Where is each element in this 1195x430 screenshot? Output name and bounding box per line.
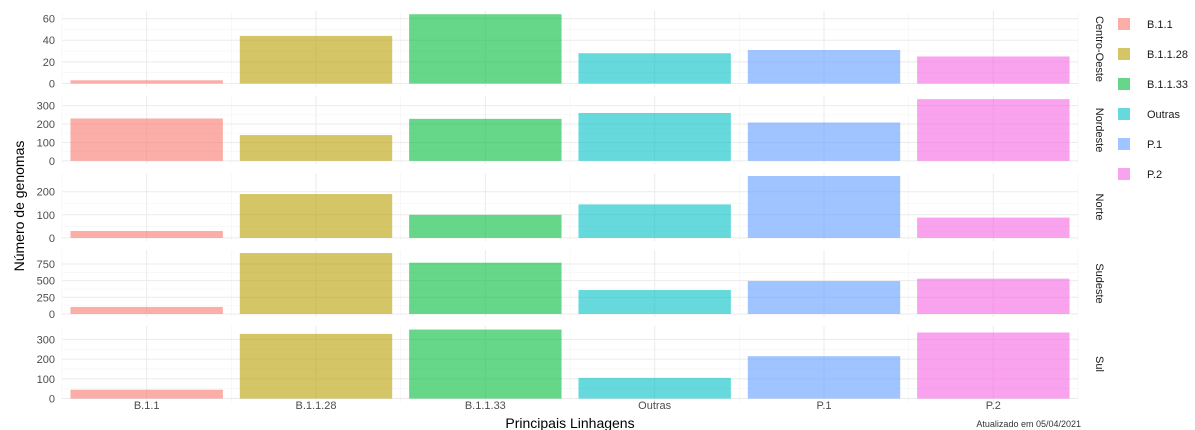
bar [747, 49, 901, 84]
legend-item: P.2 [1118, 168, 1162, 181]
y-tick-label: 0 [49, 79, 55, 91]
y-tick-label: 20 [43, 57, 55, 69]
legend-swatch [1118, 168, 1130, 180]
facet-panels: 0 20 40 60 Centro-Oeste 0 100 200 300 Nordeste 0 10… [37, 11, 1105, 406]
chart-caption: Atualizado em 05/04/2021 [976, 419, 1081, 429]
legend-label: B.1.1.33 [1147, 79, 1188, 91]
y-tick-label: 60 [43, 14, 55, 26]
facet-strip-label: Nordeste [1093, 108, 1105, 153]
legend-item: Outras [1118, 108, 1181, 121]
bar [747, 122, 901, 161]
bar [70, 80, 223, 84]
y-tick-label: 0 [49, 309, 55, 321]
bar [747, 281, 901, 314]
legend-item: B.1.1 [1118, 18, 1173, 31]
bar [747, 356, 901, 399]
facet-strip-label: Sul [1093, 356, 1105, 372]
bar [409, 214, 562, 238]
legend-swatch [1118, 48, 1130, 60]
bar [239, 35, 393, 84]
legend-label: P.2 [1147, 169, 1162, 181]
y-tick-label: 200 [37, 187, 55, 199]
bar [239, 253, 393, 314]
y-tick-label: 100 [37, 374, 55, 386]
bar [578, 377, 731, 399]
y-axis-title: Número de genomas [11, 141, 27, 272]
y-tick-label: 500 [37, 276, 55, 288]
bar [917, 56, 1070, 84]
bar [578, 289, 731, 314]
legend-swatch [1118, 108, 1130, 120]
y-tick-label: 100 [37, 210, 55, 222]
x-tick-label: B.1.1.33 [465, 400, 506, 412]
y-tick-label: 0 [49, 156, 55, 168]
legend-item: B.1.1.28 [1118, 48, 1188, 61]
legend-swatch [1118, 138, 1130, 150]
bar [70, 230, 223, 238]
bar [70, 306, 223, 314]
bar [409, 329, 562, 399]
y-tick-label: 40 [43, 35, 55, 47]
facet-strip-label: Sudeste [1093, 263, 1105, 303]
legend-swatch [1118, 18, 1130, 30]
bar [239, 194, 393, 238]
facet-strip-label: Centro-Oeste [1093, 16, 1105, 82]
bar [917, 217, 1070, 238]
bar [239, 333, 393, 399]
bar [917, 332, 1070, 399]
y-tick-label: 100 [37, 137, 55, 149]
x-tick-label: P.1 [816, 400, 831, 412]
facet-panel: 0 100 200 Norte [37, 173, 1105, 245]
facet-panel: 0 20 40 60 Centro-Oeste [43, 11, 1105, 91]
x-tick-label: B.1.1 [134, 400, 160, 412]
legend-label: P.1 [1147, 139, 1162, 151]
bar [70, 118, 223, 161]
bar [409, 118, 562, 161]
y-tick-label: 250 [37, 292, 55, 304]
legend-swatch [1118, 78, 1130, 90]
legend-label: Outras [1147, 109, 1181, 121]
x-axis-title: Principais Linhagens [505, 415, 634, 430]
legend-item: P.1 [1118, 138, 1162, 151]
y-tick-label: 300 [37, 101, 55, 113]
bar [239, 135, 393, 161]
y-tick-label: 750 [37, 259, 55, 271]
x-tick-label: B.1.1.28 [296, 400, 337, 412]
bar [409, 14, 562, 84]
bar [409, 262, 562, 314]
legend-label: B.1.1 [1147, 19, 1173, 31]
facet-strip-label: Norte [1093, 194, 1105, 221]
y-tick-label: 0 [49, 233, 55, 245]
bar [747, 176, 901, 238]
legend: B.1.1 B.1.1.28 B.1.1.33 Outras P.1 P.2 [1118, 18, 1188, 181]
facet-panel: 0 100 200 300 Sul [37, 326, 1105, 406]
y-tick-label: 0 [49, 394, 55, 406]
legend-label: B.1.1.28 [1147, 49, 1188, 61]
y-tick-label: 200 [37, 119, 55, 131]
legend-item: B.1.1.33 [1118, 78, 1188, 91]
bar [578, 204, 731, 238]
y-tick-label: 200 [37, 354, 55, 366]
bar [70, 389, 223, 399]
bar [578, 53, 731, 84]
facet-panel: 0 100 200 300 Nordeste [37, 96, 1105, 168]
facet-panel: 0 250 500 750 Sudeste [37, 250, 1105, 321]
x-axis: B.1.1 B.1.1.28 B.1.1.33 Outras P.1 P.2 [134, 400, 1001, 412]
bar [917, 99, 1070, 161]
bar [578, 112, 731, 161]
x-tick-label: P.2 [986, 400, 1001, 412]
bar [917, 278, 1070, 314]
x-tick-label: Outras [638, 400, 672, 412]
y-tick-label: 300 [37, 334, 55, 346]
